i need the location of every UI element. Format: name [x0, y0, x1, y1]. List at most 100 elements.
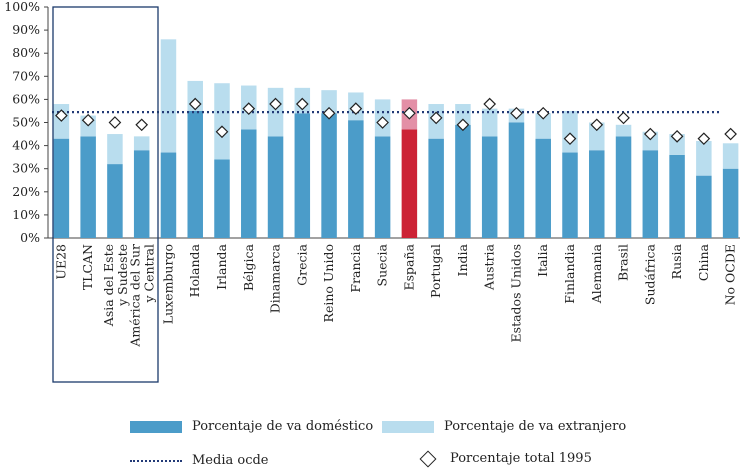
x-tick-label-reino-unido: Reino Unido	[321, 244, 336, 322]
y-tick-label: 0%	[20, 230, 40, 245]
x-tick-label-sudafrica: Sudáfrica	[642, 243, 657, 305]
bar-domestic-america-del-sur-y-central	[133, 150, 150, 238]
x-tick-label-estados-unidos: Estados Unidos	[508, 244, 523, 342]
marker-1995-italia	[536, 106, 550, 120]
marker-1995-tlcan	[81, 113, 95, 127]
bar-foreign-america-del-sur-y-central	[133, 136, 150, 151]
bar-domestic-no-ocde	[722, 168, 739, 238]
legend-total1995-label: Porcentaje total 1995	[450, 451, 592, 466]
marker-1995-sudafrica	[643, 127, 657, 141]
x-tick-label-america-del-sur-y-central: América del Sury Central	[128, 244, 157, 348]
bar-domestic-belgica	[241, 129, 257, 238]
bar-domestic-india	[455, 124, 471, 238]
region-group-box	[52, 6, 159, 383]
x-tick-label-no-ocde: No OCDE	[723, 244, 738, 305]
x-tick-label-luxemburgo: Luxemburgo	[160, 244, 175, 324]
marker-1995-estados-unidos	[510, 106, 523, 120]
bar-domestic-ue28	[53, 138, 70, 238]
legend-foreign-swatch	[382, 420, 434, 433]
x-tick-label-irlanda: Irlanda	[214, 243, 229, 289]
legend-mean: Media ocde	[130, 453, 269, 468]
x-tick-label-finlandia: Finlandia	[562, 243, 577, 303]
bar-foreign-india	[455, 104, 471, 125]
bar-foreign-dinamarca	[267, 87, 284, 137]
marker-1995-portugal	[429, 111, 443, 125]
x-tick-label-ue28: UE28	[53, 244, 68, 280]
y-tick-label: 10%	[12, 207, 40, 222]
marker-1995-suecia	[376, 116, 389, 129]
bar-domestic-china	[696, 175, 712, 238]
legend-mean-swatch	[130, 459, 182, 462]
legend-domestic-label: Porcentaje de va doméstico	[192, 419, 374, 434]
x-tick-label-india: India	[455, 243, 470, 276]
bar-foreign-no-ocde	[722, 143, 739, 169]
x-tick-label-grecia: Grecia	[294, 243, 309, 285]
marker-1995-francia	[349, 102, 363, 115]
x-tick-label-holanda: Holanda	[187, 243, 202, 297]
bar-foreign-china	[696, 140, 712, 176]
legend-foreign-label: Porcentaje de va extranjero	[444, 419, 627, 434]
marker-1995-brasil	[617, 111, 630, 125]
bar-domestic-grecia	[294, 113, 311, 238]
bar-domestic-italia	[535, 138, 551, 238]
bar-domestic-tlcan	[80, 136, 96, 238]
bar-domestic-francia	[348, 120, 364, 238]
marker-1995-china	[697, 132, 711, 146]
bar-foreign-irlanda	[214, 83, 230, 160]
bar-domestic-reino-unido	[321, 113, 337, 238]
y-tick-label: 30%	[12, 161, 40, 176]
legend-foreign: Porcentaje de va extranjero	[382, 419, 626, 434]
bar-foreign-rusia	[669, 134, 685, 155]
x-tick-label-belgica: Bélgica	[241, 243, 256, 291]
bar-domestic-portugal	[428, 138, 444, 238]
legend-domestic-swatch	[130, 420, 182, 433]
x-tick-label-suecia: Suecia	[375, 243, 390, 286]
y-tick-label: 100%	[4, 0, 40, 14]
bar-domestic-holanda	[187, 110, 203, 238]
x-tick-label-rusia: Rusia	[669, 243, 684, 279]
marker-1995-ue28	[55, 109, 68, 122]
y-tick-label: 20%	[12, 184, 40, 199]
bar-foreign-asia-del-este-y-sudeste	[107, 134, 123, 165]
bar-domestic-suecia	[374, 136, 391, 238]
y-tick-label: 50%	[12, 115, 40, 130]
marker-1995-reino-unido	[322, 106, 336, 120]
bar-domestic-espana	[401, 129, 418, 238]
x-tick-label-portugal: Portugal	[428, 244, 443, 298]
legend-domestic: Porcentaje de va doméstico	[130, 419, 373, 434]
marker-1995-america-del-sur-y-central	[135, 118, 149, 132]
marker-1995-india	[456, 118, 470, 132]
marker-1995-rusia	[670, 130, 684, 143]
x-tick-label-francia: Francia	[348, 243, 363, 292]
marker-1995-dinamarca	[269, 97, 282, 111]
x-tick-label-espana: España	[401, 243, 416, 290]
legend-total1995: Porcentaje total 1995	[418, 450, 592, 467]
marker-1995-austria	[483, 97, 497, 111]
bar-foreign-brasil	[615, 124, 632, 137]
x-tick-label-dinamarca: Dinamarca	[268, 243, 283, 313]
marker-1995-grecia	[295, 97, 309, 111]
marker-1995-alemania	[590, 118, 604, 132]
x-tick-label-alemania: Alemania	[589, 243, 604, 304]
marker-1995-holanda	[188, 97, 202, 111]
y-tick-label: 80%	[12, 45, 40, 60]
x-tick-label-tlcan: TLCAN	[80, 244, 95, 290]
bar-domestic-austria	[481, 136, 498, 238]
bar-domestic-estados-unidos	[508, 122, 525, 238]
bar-foreign-reino-unido	[321, 90, 337, 114]
bar-foreign-alemania	[589, 122, 605, 151]
bar-foreign-austria	[481, 108, 498, 137]
x-tick-label-brasil: Brasil	[616, 244, 631, 281]
marker-1995-belgica	[242, 102, 256, 115]
bar-domestic-luxemburgo	[160, 152, 177, 238]
bar-domestic-brasil	[615, 136, 632, 238]
y-tick-label: 70%	[12, 68, 40, 83]
bar-foreign-luxemburgo	[160, 39, 177, 153]
bar-domestic-alemania	[589, 150, 605, 238]
marker-1995-irlanda	[215, 125, 229, 139]
bar-domestic-irlanda	[214, 159, 230, 238]
marker-1995-asia-del-este-y-sudeste	[108, 116, 122, 129]
legend-diamond-icon	[419, 450, 437, 467]
x-tick-label-china: China	[696, 243, 711, 281]
